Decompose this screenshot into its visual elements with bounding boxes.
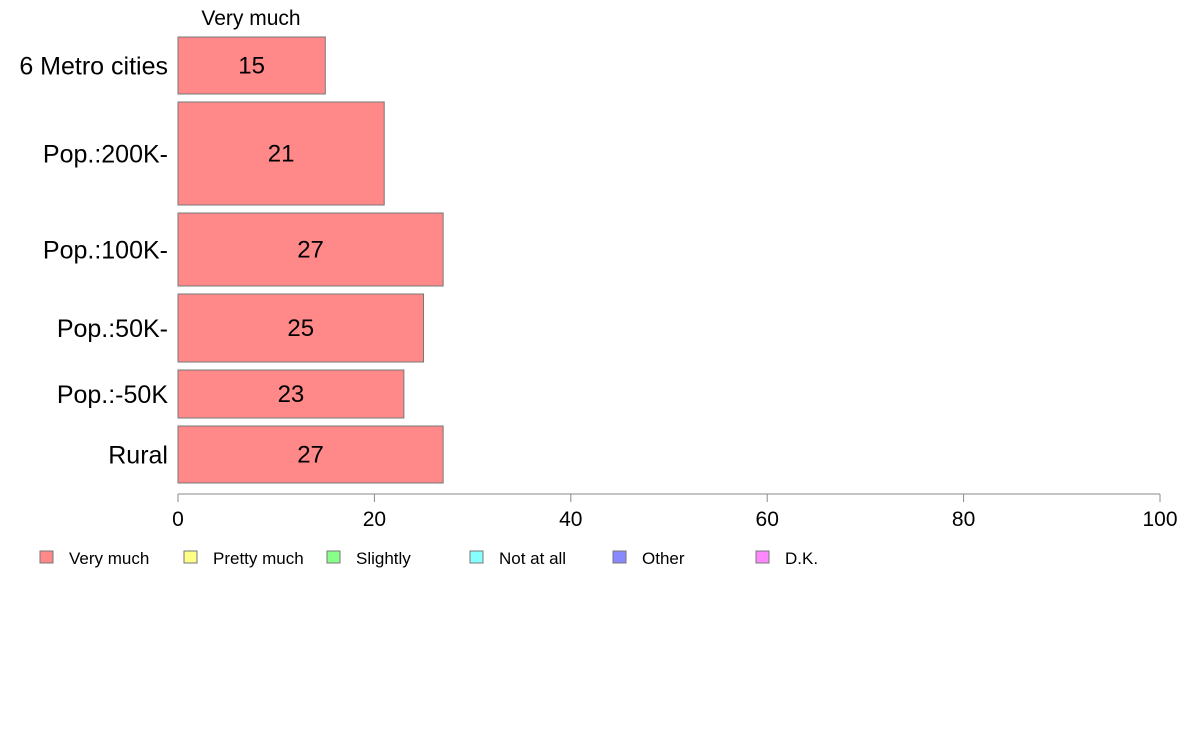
bar-value-label: 27 [297,237,324,264]
legend-swatch [183,550,198,564]
bar-2-0 [177,212,444,287]
legend: Very much Pretty much Slightly Not at all Ot… [39,549,818,568]
legend-swatch [612,550,627,564]
bar-5-0 [177,425,444,484]
bar-0-0 [177,36,326,95]
category-label: Pop.:100K- [43,237,168,265]
x-tick-label: 40 [559,508,582,531]
legend-swatch [326,550,341,564]
x-tick-label: 20 [363,508,386,531]
x-axis: 0 20 40 60 80 100 [172,493,1178,531]
legend-swatch [755,550,770,564]
category-labels: 6 Metro cities Pop.:200K- Pop.:100K- Pop.:5… [19,53,168,470]
legend-label: Very much [69,549,149,568]
segment-header: Very much [201,7,300,30]
bar-value-label: 25 [287,315,314,342]
legend-label: Other [642,549,685,568]
bar-value-label: 21 [268,141,295,168]
category-label: 6 Metro cities [19,53,168,81]
bars-group: 15 21 27 25 23 27 [177,36,444,484]
x-tick-label: 100 [1142,508,1177,531]
category-label: Rural [108,442,168,470]
x-tick-label: 80 [952,508,975,531]
category-label: Pop.:-50K [57,381,169,409]
bar-4-0 [177,369,405,419]
legend-label: Slightly [356,549,411,568]
legend-swatch [469,550,484,564]
bar-1-0 [177,101,385,206]
legend-label: Not at all [499,549,566,568]
bar-value-label: 23 [278,381,305,408]
legend-label: D.K. [785,549,818,568]
x-tick-label: 60 [756,508,779,531]
category-label: Pop.:50K- [57,315,168,343]
bar-value-label: 15 [238,53,265,80]
bar-3-0 [177,293,424,363]
category-label: Pop.:200K- [43,141,168,169]
legend-swatch [39,550,54,564]
legend-label: Pretty much [213,549,304,568]
x-tick-label: 0 [172,508,184,531]
bar-value-label: 27 [297,442,324,469]
